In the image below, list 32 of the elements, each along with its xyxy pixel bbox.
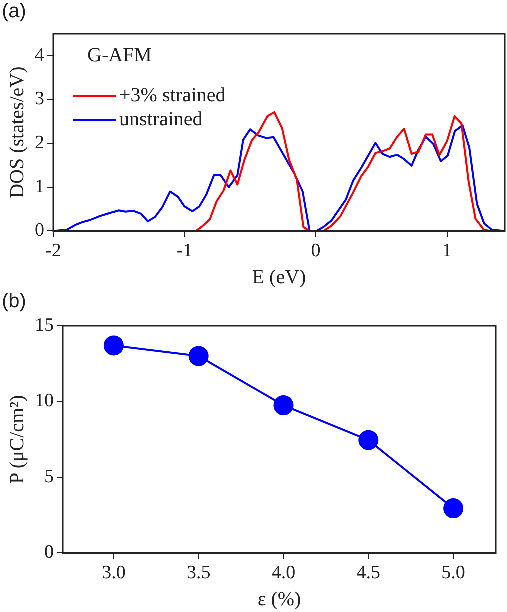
x-axis-title: E (eV): [252, 266, 306, 288]
y-tick-label: 5: [44, 466, 54, 488]
text: (b): [2, 290, 26, 313]
y-tick-label: 3: [35, 88, 44, 110]
x-tick-label: 4.5: [356, 562, 381, 584]
point: [188, 346, 209, 366]
point: [444, 498, 464, 519]
y-tick-label: 1: [35, 176, 44, 198]
annotation: G-AFM: [88, 44, 152, 66]
x-axis-title: ε (%): [258, 588, 302, 610]
x-tick-label: 1: [442, 240, 452, 262]
point: [274, 396, 294, 416]
x-tick-label: 3.0: [102, 562, 126, 584]
x-tick-label: 0: [311, 240, 321, 262]
x-tick-label: 5.0: [442, 562, 466, 584]
y-tick-label: 10: [35, 390, 54, 412]
y-axis-title: P (μC/cm²): [6, 395, 28, 484]
legend-label: +3% strained: [120, 84, 226, 106]
y-axis-title: DOS (states/eV): [6, 66, 28, 198]
text: (a): [2, 0, 26, 23]
point: [358, 430, 379, 450]
y-tick-label: 4: [35, 44, 45, 66]
y-tick-label: 0: [35, 220, 44, 242]
y-tick-label: 2: [35, 132, 44, 154]
y-tick-label: 15: [35, 314, 54, 336]
x-tick-label: -2: [46, 240, 62, 262]
y-tick-label: 0: [44, 542, 54, 564]
point: [104, 336, 124, 356]
x-tick-label: -1: [176, 240, 193, 262]
legend-label: unstrained: [120, 108, 203, 130]
x-tick-label: 3.5: [186, 562, 211, 584]
x-tick-label: 4.0: [272, 562, 296, 584]
